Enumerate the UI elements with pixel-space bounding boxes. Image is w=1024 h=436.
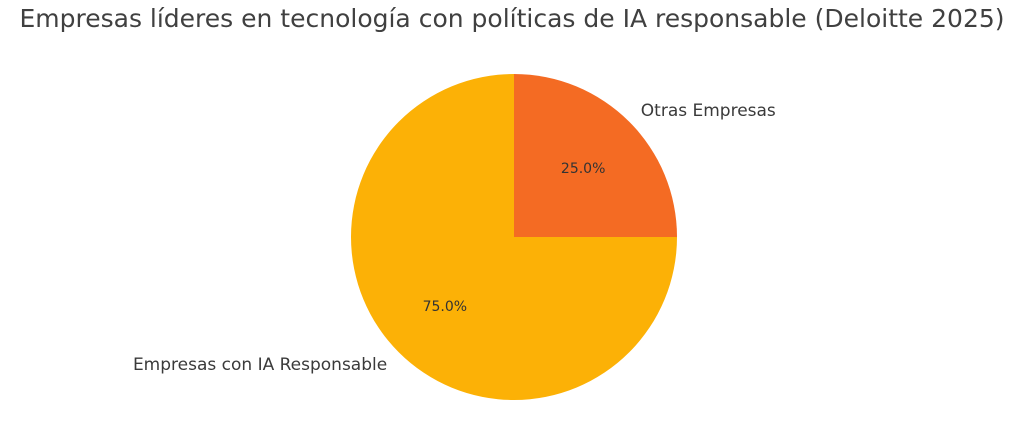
slice-category-label: Empresas con IA Responsable [133, 355, 387, 375]
slice-percent-label: 75.0% [423, 299, 467, 315]
slice-percent-label: 25.0% [561, 161, 605, 177]
slice-category-label: Otras Empresas [641, 101, 776, 121]
pie-slice-1 [514, 74, 677, 237]
